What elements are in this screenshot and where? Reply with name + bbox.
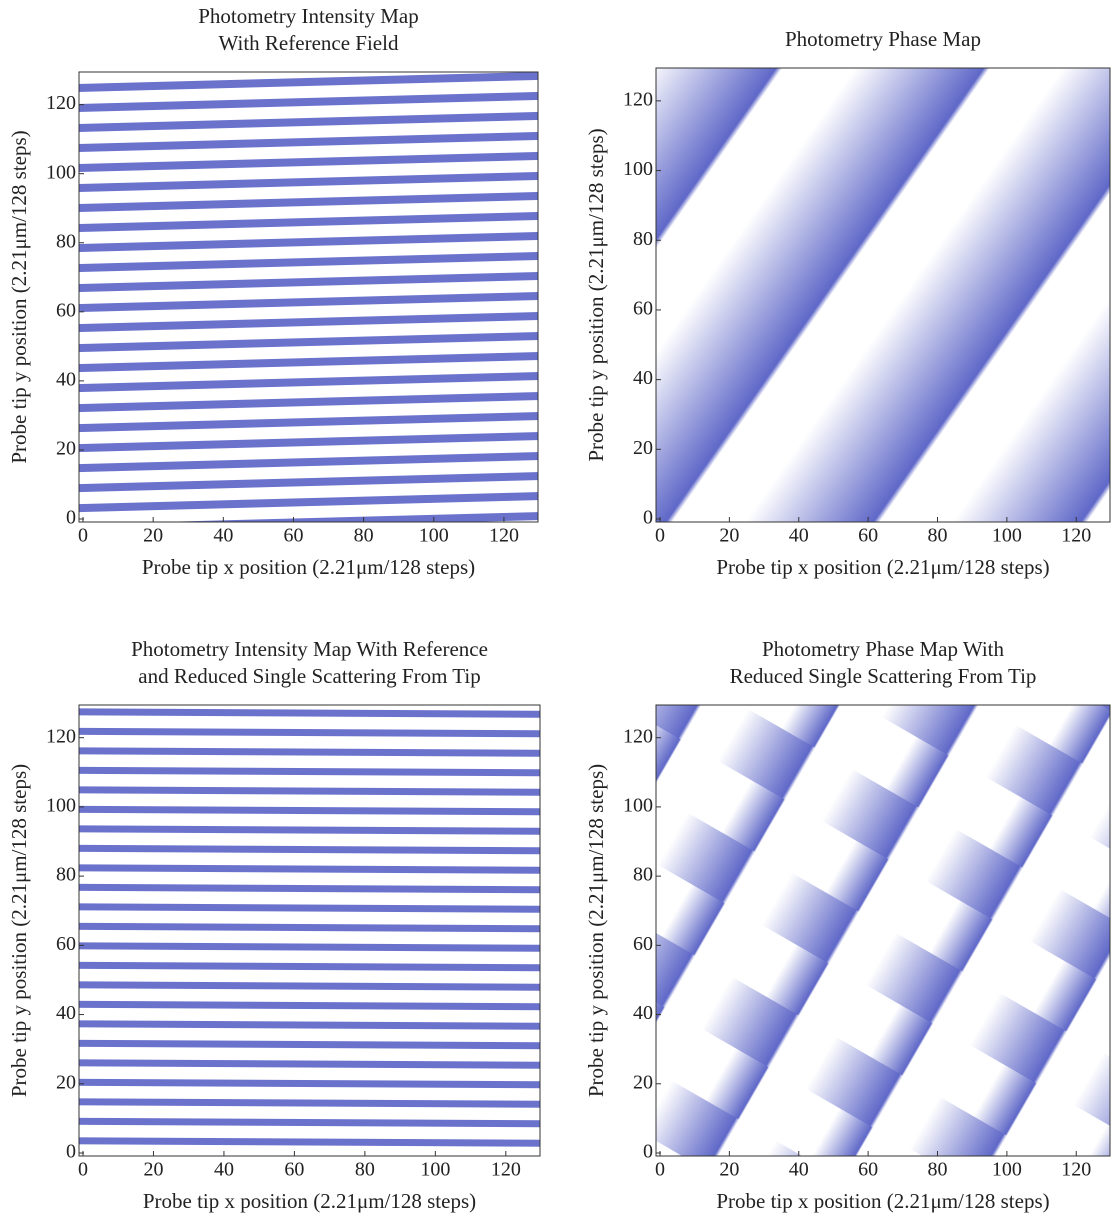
y-tick-label: 80 [56, 864, 76, 886]
axes-frame [78, 71, 539, 523]
x-tick-label: 60 [858, 525, 878, 547]
x-tick-label: 60 [858, 1159, 878, 1181]
x-axis-label: Probe tip x position (2.21μm/128 steps) [716, 1189, 1049, 1213]
axes-frame [655, 704, 1111, 1157]
y-tick-label: 100 [46, 161, 76, 183]
x-tick-label: 80 [928, 525, 948, 547]
y-tick-label: 60 [56, 299, 76, 321]
x-axis-label: Probe tip x position (2.21μm/128 steps) [716, 555, 1049, 579]
x-tick-label: 40 [789, 525, 809, 547]
y-tick-label: 60 [56, 933, 76, 955]
y-tick-label: 20 [633, 1071, 653, 1093]
chart-title: Photometry Phase Map [785, 27, 981, 51]
image [656, 68, 1110, 522]
x-tick-label: 120 [489, 525, 519, 547]
chart-title: and Reduced Single Scattering From Tip [138, 664, 480, 688]
y-tick-label: 40 [56, 1002, 76, 1024]
chart-title: Photometry Intensity Map [198, 4, 418, 28]
x-tick-label: 80 [355, 1159, 375, 1181]
chart-title: With Reference Field [219, 31, 399, 55]
y-axis-label: Probe tip y position (2.21μm/128 steps) [584, 764, 608, 1097]
y-tick-label: 120 [46, 92, 76, 114]
y-tick-label: 20 [56, 1071, 76, 1093]
y-tick-label: 0 [643, 507, 653, 529]
y-tick-label: 60 [633, 933, 653, 955]
y-axis-label: Probe tip y position (2.21μm/128 steps) [584, 128, 608, 461]
x-tick-label: 0 [655, 1159, 665, 1181]
y-tick-label: 80 [56, 230, 76, 252]
x-tick-label: 0 [78, 525, 88, 547]
x-axis-label: Probe tip x position (2.21μm/128 steps) [142, 555, 475, 579]
x-tick-label: 120 [1061, 1159, 1091, 1181]
chart-title: Photometry Intensity Map With Reference [131, 637, 488, 661]
x-tick-label: 60 [284, 1159, 304, 1181]
y-tick-label: 20 [56, 438, 76, 460]
chart-title: Photometry Phase Map With [762, 637, 1005, 661]
x-tick-label: 100 [420, 1159, 450, 1181]
x-tick-label: 40 [789, 1159, 809, 1181]
x-tick-label: 20 [719, 1159, 739, 1181]
y-tick-label: 120 [623, 88, 653, 110]
y-tick-label: 0 [66, 507, 76, 529]
y-tick-label: 100 [623, 158, 653, 180]
axes-frame [78, 704, 541, 1157]
x-tick-label: 100 [419, 525, 449, 547]
x-tick-label: 20 [143, 525, 163, 547]
x-tick-label: 0 [655, 525, 665, 547]
axes-frame [655, 67, 1111, 523]
x-tick-label: 120 [491, 1159, 521, 1181]
y-tick-label: 0 [66, 1141, 76, 1163]
image [79, 705, 540, 1156]
x-tick-label: 40 [214, 1159, 234, 1181]
x-tick-label: 100 [992, 525, 1022, 547]
x-tick-label: 100 [992, 1159, 1022, 1181]
y-tick-label: 120 [46, 725, 76, 747]
x-tick-label: 0 [78, 1159, 88, 1181]
y-axis-label: Probe tip y position (2.21μm/128 steps) [7, 130, 31, 463]
x-tick-label: 60 [283, 525, 303, 547]
y-tick-label: 100 [623, 795, 653, 817]
x-tick-label: 80 [354, 525, 374, 547]
x-tick-label: 40 [213, 525, 233, 547]
chart-title: Reduced Single Scattering From Tip [730, 664, 1037, 688]
x-tick-label: 80 [928, 1159, 948, 1181]
y-tick-label: 40 [56, 368, 76, 390]
y-tick-label: 0 [643, 1141, 653, 1163]
x-axis-label: Probe tip x position (2.21μm/128 steps) [143, 1189, 476, 1213]
y-tick-label: 60 [633, 298, 653, 320]
y-tick-label: 100 [46, 795, 76, 817]
x-tick-label: 20 [719, 525, 739, 547]
x-tick-label: 20 [143, 1159, 163, 1181]
y-tick-label: 40 [633, 367, 653, 389]
x-tick-label: 120 [1061, 525, 1091, 547]
y-axis-label: Probe tip y position (2.21μm/128 steps) [7, 764, 31, 1097]
y-tick-label: 40 [633, 1002, 653, 1024]
y-tick-label: 80 [633, 228, 653, 250]
image [656, 705, 1110, 1156]
y-tick-label: 120 [623, 725, 653, 747]
y-tick-label: 20 [633, 437, 653, 459]
y-tick-label: 80 [633, 864, 653, 886]
image [79, 72, 538, 522]
